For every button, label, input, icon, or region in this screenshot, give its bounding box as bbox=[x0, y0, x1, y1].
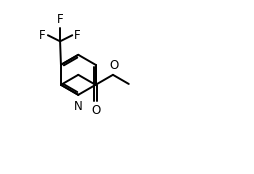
Text: O: O bbox=[91, 104, 100, 117]
Text: F: F bbox=[57, 13, 64, 26]
Text: F: F bbox=[39, 29, 46, 42]
Text: O: O bbox=[109, 59, 118, 72]
Text: N: N bbox=[74, 100, 83, 113]
Text: F: F bbox=[74, 29, 81, 42]
